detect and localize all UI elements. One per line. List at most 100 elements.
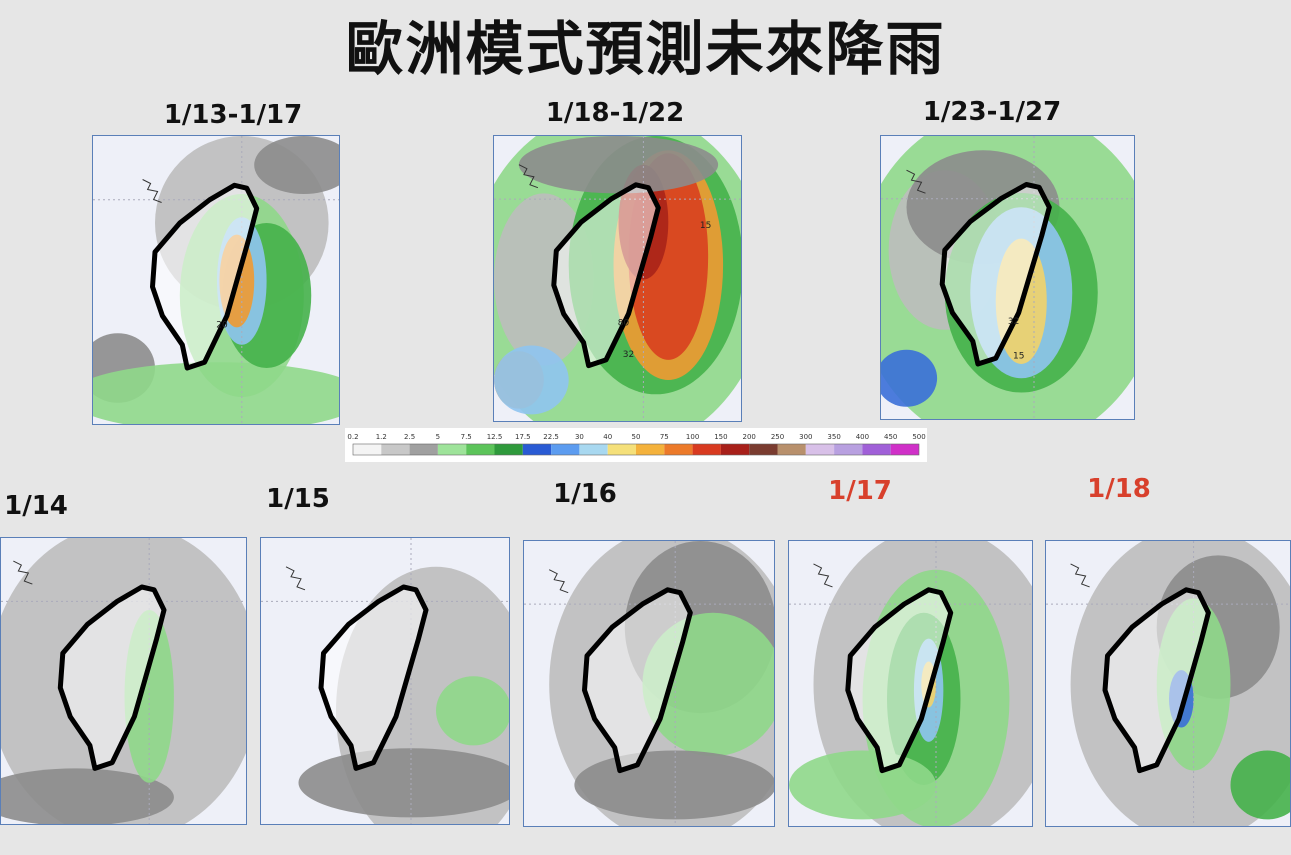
island — [285, 566, 306, 591]
colorbar-label: 400 — [856, 433, 869, 441]
taiwan-fill — [1105, 589, 1209, 771]
colorbar-swatch — [353, 444, 382, 455]
colorbar-label: 300 — [799, 433, 812, 441]
taiwan-outline — [939, 182, 1052, 367]
rain-map: 32 15 — [880, 135, 1135, 420]
colorbar-swatch — [522, 444, 552, 455]
island — [548, 569, 569, 594]
island — [13, 560, 33, 585]
island — [1070, 563, 1090, 588]
colorbar-swatch — [636, 444, 665, 455]
colorbar-swatch — [749, 444, 778, 455]
taiwan-outline — [1102, 587, 1211, 774]
rain-map — [1045, 540, 1291, 827]
map-label: 15 — [1013, 351, 1024, 361]
rain-area — [494, 345, 569, 415]
map-label: 80 — [618, 318, 630, 328]
taiwan-fill — [553, 184, 659, 366]
colorbar-swatch — [720, 444, 750, 455]
panel-label: 1/18-1/22 — [545, 98, 685, 128]
colorbar-swatch — [692, 444, 721, 455]
colorbar-label: 250 — [771, 433, 784, 441]
taiwan-fill — [847, 589, 951, 771]
colorbar-label: 200 — [743, 433, 756, 441]
panel-label: 1/23-1/27 — [922, 97, 1062, 127]
map-label: 15 — [700, 221, 711, 231]
rain-area — [574, 750, 774, 820]
colorbar-swatch — [834, 444, 863, 455]
taiwan-fill — [584, 589, 691, 771]
rain-area — [254, 136, 339, 194]
taiwan-fill — [152, 185, 257, 368]
colorbar-swatch — [805, 444, 835, 455]
colorbar-label: 100 — [686, 433, 699, 441]
colorbar-label: 150 — [714, 433, 727, 441]
map-label: 32 — [623, 350, 634, 360]
taiwan-outline — [318, 584, 429, 771]
colorbar-label: 40 — [603, 433, 612, 441]
rain-area — [1, 768, 174, 824]
colorbar-swatch — [381, 444, 410, 455]
colorbar-label: 2.5 — [404, 433, 415, 441]
island — [813, 563, 833, 588]
colorbar-label: 450 — [884, 433, 897, 441]
rain-area — [518, 136, 719, 194]
island — [906, 169, 926, 194]
rain-map — [0, 537, 247, 825]
colorbar-swatch — [862, 444, 891, 455]
taiwan-fill — [942, 184, 1050, 364]
colorbar-swatch — [437, 444, 467, 455]
island — [518, 164, 539, 189]
panel-label: 1/13-1/17 — [163, 100, 303, 130]
colorbar-label: 17.5 — [515, 433, 531, 441]
colorbar-label: 7.5 — [461, 433, 472, 441]
map-label: 20 — [216, 320, 228, 330]
panel-label: 1/14 — [4, 491, 68, 521]
colorbar-label: 75 — [660, 433, 669, 441]
colorbar-swatch — [579, 444, 608, 455]
taiwan-fill — [60, 587, 164, 769]
rain-map — [260, 537, 510, 825]
panel-label: 1/17 — [828, 476, 892, 506]
colorbar-swatch — [409, 444, 438, 455]
colorbar-label: 350 — [827, 433, 840, 441]
rain-map: 20 — [92, 135, 340, 425]
colorbar-label: 50 — [632, 433, 641, 441]
colorbar-frame — [352, 443, 920, 456]
panel-label: 1/15 — [266, 484, 330, 514]
rain-map — [788, 540, 1033, 827]
rain-map — [523, 540, 775, 827]
taiwan-outline — [150, 182, 260, 371]
colorbar-label: 0.2 — [347, 433, 358, 441]
colorbar-swatch — [494, 444, 523, 455]
taiwan-outline — [551, 182, 661, 369]
taiwan-outline — [582, 587, 693, 774]
colorbar-swatch — [466, 444, 495, 455]
panel-label: 1/18 — [1087, 474, 1151, 504]
rain-area — [298, 748, 509, 818]
colorbar-swatch — [777, 444, 806, 455]
colorbar-swatch — [551, 444, 580, 455]
colorbar-swatch — [664, 444, 693, 455]
map-label: 32 — [1008, 317, 1019, 327]
title: 歐洲模式預測未來降雨 — [345, 15, 946, 83]
colorbar-label: 500 — [912, 433, 925, 441]
colorbar-label: 30 — [575, 433, 584, 441]
rain-map: 15 80 32 — [493, 135, 742, 422]
rain-area — [881, 349, 938, 407]
colorbar: 0.2 1.2 2.5 5 7.5 12.5 17.5 22.5 30 40 50 75 100 150 2… — [345, 428, 927, 462]
rain-area — [436, 676, 509, 746]
colorbar-swatch — [607, 444, 636, 455]
colorbar-label: 1.2 — [376, 433, 387, 441]
colorbar-label: 12.5 — [487, 433, 503, 441]
taiwan-fill — [321, 587, 426, 769]
taiwan-outline — [57, 584, 167, 771]
taiwan-outline — [845, 587, 954, 774]
colorbar-swatch — [890, 444, 919, 455]
colorbar-label: 22.5 — [543, 433, 559, 441]
rain-area — [789, 750, 936, 820]
panel-label: 1/16 — [553, 479, 617, 509]
colorbar-label: 5 — [436, 433, 440, 441]
island — [142, 179, 162, 203]
